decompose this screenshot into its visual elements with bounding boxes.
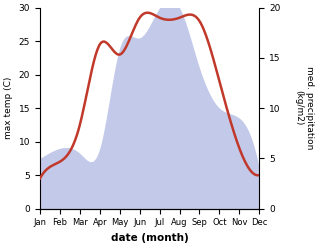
Y-axis label: max temp (C): max temp (C): [4, 77, 13, 139]
X-axis label: date (month): date (month): [111, 233, 189, 243]
Y-axis label: med. precipitation
(kg/m2): med. precipitation (kg/m2): [294, 66, 314, 150]
